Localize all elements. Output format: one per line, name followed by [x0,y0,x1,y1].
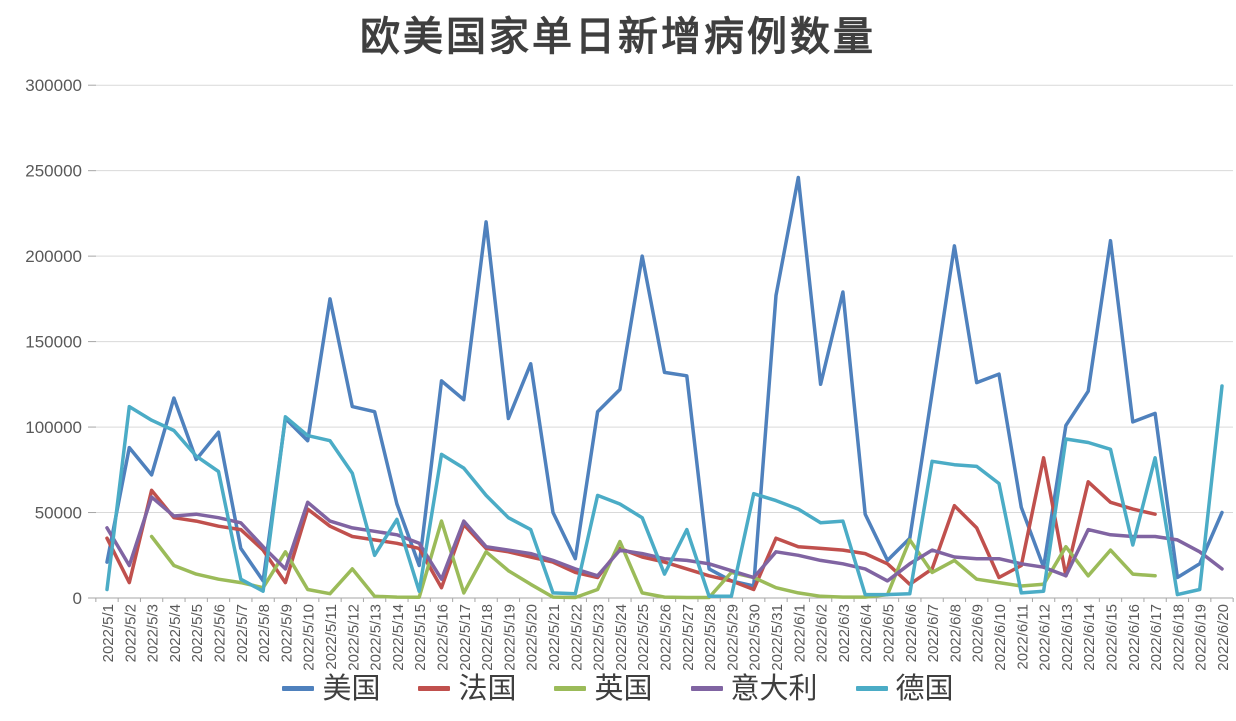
legend-label-italy: 意大利 [730,671,818,705]
x-axis-label: 2022/5/21 [546,604,563,671]
legend-label-uk: 英国 [594,671,653,705]
x-axis-label: 2022/5/23 [591,604,608,671]
x-axis-label: 2022/5/31 [769,604,786,671]
x-axis-label: 2022/6/1 [791,604,808,662]
legend-label-germany: 德国 [895,671,954,705]
x-axis-label: 2022/5/28 [702,604,719,671]
chart-title: 欧美国家单日新增病例数量 [360,13,876,60]
x-axis-label: 2022/5/24 [613,604,630,671]
x-axis-label: 2022/5/10 [301,604,318,671]
x-axis-label: 2022/5/27 [680,604,697,671]
x-axis-label: 2022/5/3 [145,604,162,662]
legend-swatch-us [282,686,315,691]
legend-swatch-germany [855,686,888,691]
legend-label-us: 美国 [322,671,381,705]
series-line-uk [149,519,1157,600]
x-axis-label: 2022/5/22 [568,604,585,671]
x-axis-label: 2022/5/17 [457,604,474,671]
x-axis-label: 2022/5/12 [345,604,362,671]
legend-item-germany: 德国 [855,671,954,705]
x-axis-label: 2022/5/16 [435,604,452,671]
y-axis-label: 50000 [35,504,82,523]
x-axis-label: 2022/6/4 [858,604,875,662]
x-axis-label: 2022/6/2 [814,604,831,662]
y-axis-label: 100000 [25,418,82,437]
legend-item-france: 法国 [418,674,516,703]
x-axis-label: 2022/6/6 [903,604,920,662]
x-axis-label: 2022/6/10 [992,604,1009,671]
series-line-germany [105,384,1224,599]
x-axis-label: 2022/6/14 [1081,604,1098,671]
x-axis-label: 2022/6/11 [1014,604,1031,670]
x-axis-label: 2022/6/15 [1104,604,1121,671]
series-line-us [105,175,1224,588]
y-axis-label: 200000 [25,247,82,266]
x-axis-label: 2022/6/19 [1193,604,1210,671]
x-axis-label: 2022/6/3 [836,604,853,662]
legend-swatch-france [418,686,451,691]
legend-item-us: 美国 [282,674,380,703]
x-axis-label: 2022/5/25 [635,604,652,671]
x-axis-label: 2022/5/2 [122,604,139,662]
x-axis-label: 2022/5/5 [189,604,206,662]
y-axis-label: 150000 [25,333,82,352]
x-axis-label: 2022/5/8 [256,604,273,662]
y-axis-label: 300000 [25,76,82,95]
x-axis-label: 2022/5/9 [278,604,295,662]
x-axis-label: 2022/5/15 [412,604,429,671]
x-axis-label: 2022/6/18 [1170,604,1187,671]
x-axis-label: 2022/6/8 [947,604,964,662]
legend-item-italy: 意大利 [690,671,818,705]
legend: 美国 法国 英国 意大利 德国 [0,674,1236,703]
y-axis-label: 0 [73,589,82,608]
x-axis-label: 2022/6/9 [970,604,987,662]
legend-label-france: 法国 [458,671,517,705]
series-line-italy [105,495,1224,583]
x-axis-label: 2022/5/18 [479,604,496,671]
x-axis-label: 2022/6/7 [925,604,942,662]
x-axis-label: 2022/5/20 [524,604,541,671]
x-axis-label: 2022/6/13 [1059,604,1076,671]
x-axis-label: 2022/6/16 [1126,604,1143,671]
x-axis-label: 2022/5/11 [323,604,340,670]
x-axis-label: 2022/5/29 [724,604,741,671]
x-axis-label: 2022/5/26 [658,604,675,671]
y-axis-label: 250000 [25,162,82,181]
x-axis-label: 2022/5/13 [368,604,385,671]
x-axis-label: 2022/6/12 [1037,604,1054,671]
x-axis-label: 2022/5/4 [167,604,184,662]
x-axis-label: 2022/5/14 [390,604,407,671]
x-axis-label: 2022/5/1 [100,604,117,662]
x-axis-label: 2022/5/30 [747,604,764,671]
x-axis-label: 2022/5/6 [212,604,229,662]
legend-item-uk: 英国 [554,671,653,705]
x-axis-label: 2022/6/17 [1148,604,1165,671]
legend-swatch-uk [554,686,587,691]
x-axis-label: 2022/6/20 [1215,604,1232,671]
x-axis-label: 2022/6/5 [881,604,898,662]
x-axis-label: 2022/5/7 [234,604,251,662]
legend-swatch-italy [690,686,723,691]
x-axis-label: 2022/5/19 [501,604,518,671]
